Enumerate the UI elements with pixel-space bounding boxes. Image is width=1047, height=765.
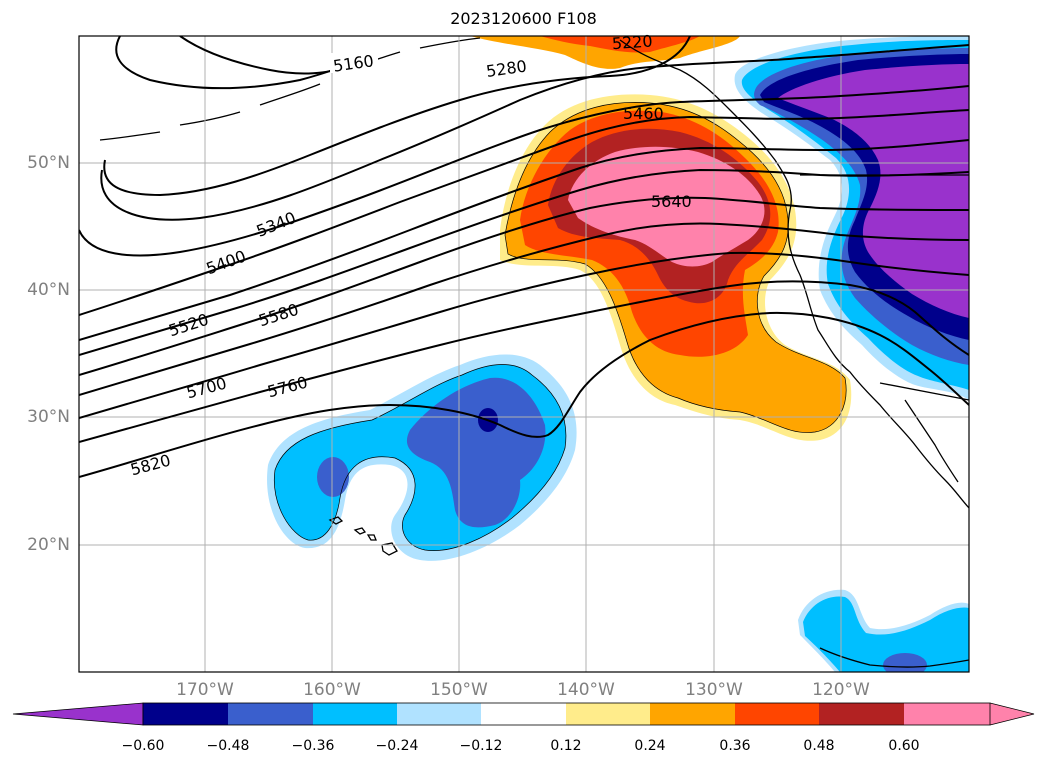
contour-5400 bbox=[79, 109, 969, 316]
lat-label-20n: 20°N bbox=[27, 535, 70, 555]
contour-5520 bbox=[79, 168, 969, 356]
contour-5220 bbox=[103, 36, 691, 197]
negative-anomaly-spot-south bbox=[883, 653, 927, 672]
positive-anomaly-alaska-2 bbox=[540, 36, 700, 53]
colorbar-tick-label: −0.24 bbox=[375, 738, 419, 754]
colorbar-box-6 bbox=[566, 703, 650, 725]
colorbar-extend-max bbox=[904, 703, 1034, 725]
contour-5340 bbox=[79, 85, 969, 257]
lon-label-120w: 120°W bbox=[812, 680, 870, 700]
colorbar-tick-label: 0.24 bbox=[634, 738, 666, 754]
contour-5760 bbox=[79, 280, 969, 443]
positive-anomaly-core bbox=[568, 146, 765, 267]
border-us-mexico bbox=[879, 382, 969, 401]
colorbar-tick-label: 0.36 bbox=[719, 738, 751, 754]
colorbar-extend-min bbox=[12, 702, 144, 726]
contour-5820 bbox=[79, 311, 969, 478]
negative-anomaly-spot bbox=[317, 457, 349, 497]
contour-5460 bbox=[79, 139, 969, 341]
plot-frame bbox=[78, 35, 970, 673]
colorbar-box-5 bbox=[481, 703, 566, 725]
lon-label-140w: 140°W bbox=[557, 680, 615, 700]
colorbar-tick-label: 0.60 bbox=[888, 738, 920, 754]
negative-anomaly-region-south-2 bbox=[803, 596, 969, 672]
colorbar-tick-label: 0.12 bbox=[550, 738, 582, 754]
contour-label-5640: 5640 bbox=[651, 192, 692, 211]
colorbar-box-4 bbox=[397, 703, 481, 725]
colorbar-tick-label: −0.12 bbox=[459, 738, 503, 754]
colorbar-box-2 bbox=[228, 703, 313, 725]
colorbar-box-7 bbox=[650, 703, 735, 725]
colorbar-tick-label: −0.36 bbox=[291, 738, 335, 754]
contour-5640 bbox=[79, 222, 969, 396]
lon-label-130w: 130°W bbox=[685, 680, 743, 700]
colorbar-box-3 bbox=[313, 703, 397, 725]
map-title: 2023120600 F108 bbox=[450, 9, 597, 28]
contour-label-5220: 5220 bbox=[611, 31, 653, 53]
colorbar-tick-label: −0.48 bbox=[206, 738, 250, 754]
lon-label-150w: 150°W bbox=[430, 680, 488, 700]
coastline-baja bbox=[904, 399, 959, 483]
height-contours bbox=[79, 36, 969, 478]
contour-5280 bbox=[100, 44, 969, 221]
contour-label-5460: 5460 bbox=[623, 104, 664, 123]
coastline-hawaii bbox=[328, 516, 398, 556]
lat-label-40n: 40°N bbox=[27, 280, 70, 300]
negative-anomaly-region-west-3 bbox=[406, 377, 546, 528]
colorbar bbox=[12, 702, 1035, 726]
lon-label-170w: 170°W bbox=[176, 680, 234, 700]
contour-5700 bbox=[79, 251, 969, 419]
contour-5580 bbox=[79, 196, 969, 376]
colorbar-tick-label: −0.60 bbox=[121, 738, 165, 754]
colorbar-box-1 bbox=[143, 703, 228, 725]
negative-anomaly-core-east bbox=[778, 64, 969, 318]
colorbar-box-9 bbox=[819, 703, 904, 725]
coastline-alaska-islands bbox=[99, 37, 481, 141]
anomaly-outlines bbox=[273, 102, 847, 551]
contour-5160 bbox=[115, 36, 356, 90]
lat-label-50n: 50°N bbox=[27, 153, 70, 173]
lat-label-30n: 30°N bbox=[27, 407, 70, 427]
coastline-mexico-south bbox=[819, 647, 969, 668]
colorbar-tick-label: 0.48 bbox=[803, 738, 835, 754]
shaded-fields bbox=[267, 36, 969, 672]
lon-label-160w: 160°W bbox=[303, 680, 361, 700]
colorbar-box-8 bbox=[735, 703, 819, 725]
